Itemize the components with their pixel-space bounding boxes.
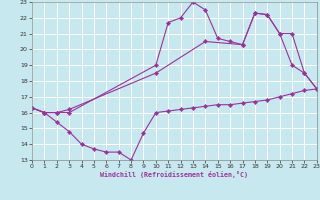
X-axis label: Windchill (Refroidissement éolien,°C): Windchill (Refroidissement éolien,°C) (100, 171, 248, 178)
